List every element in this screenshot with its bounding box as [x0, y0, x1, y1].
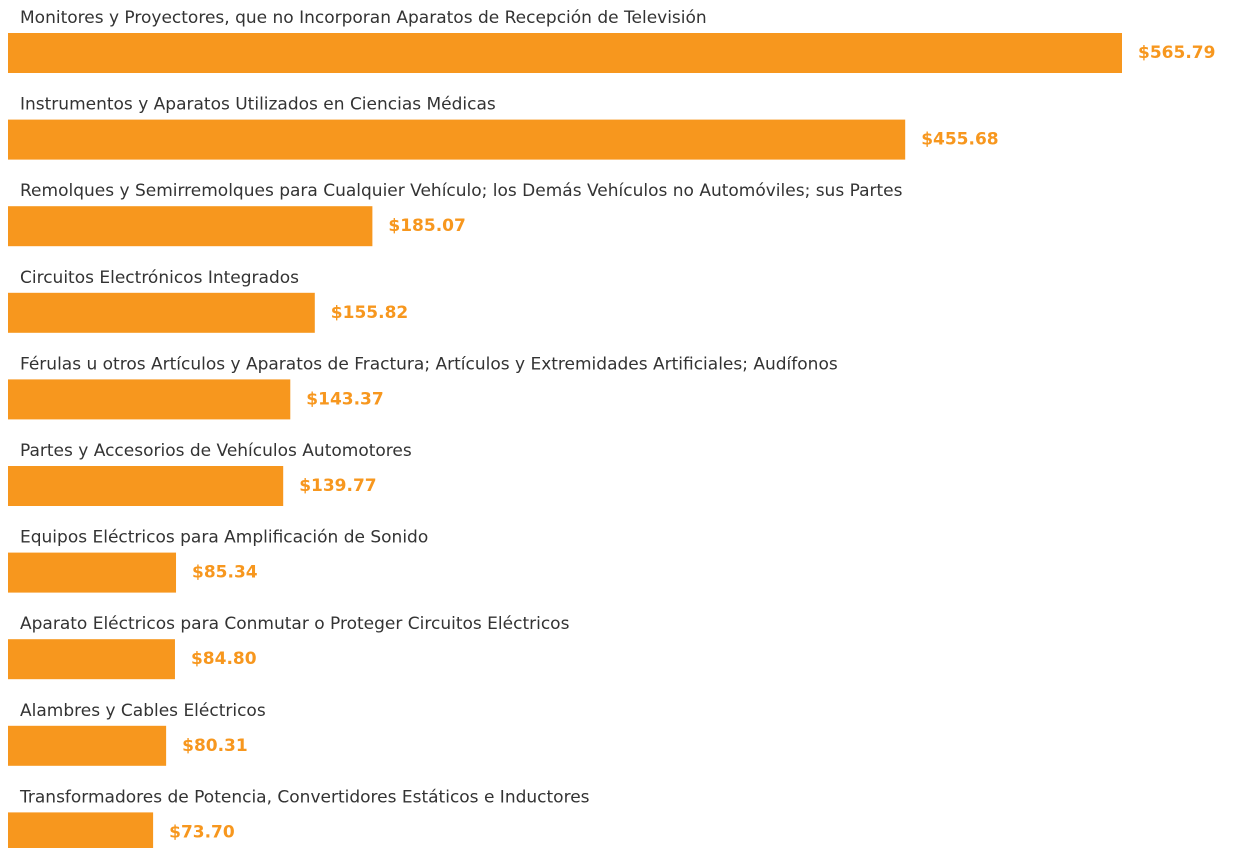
category-label: Aparato Eléctricos para Conmutar o Prote…: [20, 614, 570, 634]
value-label: $73.70: [169, 822, 235, 842]
category-label: Alambres y Cables Eléctricos: [20, 701, 266, 721]
category-label: Remolques y Semirremolques para Cualquie…: [20, 181, 903, 201]
value-label: $80.31: [182, 736, 248, 756]
value-label: $565.79: [1138, 43, 1215, 63]
category-label: Transformadores de Potencia, Convertidor…: [19, 787, 590, 807]
bar: [8, 725, 167, 766]
category-label: Equipos Eléctricos para Amplificación de…: [20, 528, 428, 548]
bar: [8, 552, 177, 593]
bar: [8, 639, 175, 680]
value-label: $185.07: [388, 216, 465, 236]
value-label: $84.80: [191, 649, 257, 669]
category-label: Férulas u otros Artículos y Aparatos de …: [20, 354, 838, 374]
bar: [8, 119, 906, 160]
category-label: Instrumentos y Aparatos Utilizados en Ci…: [20, 95, 496, 115]
value-label: $143.37: [306, 389, 383, 409]
value-label: $455.68: [921, 130, 998, 150]
category-label: Monitores y Proyectores, que no Incorpor…: [20, 8, 707, 28]
value-label: $155.82: [331, 303, 408, 323]
bar: [8, 33, 1122, 73]
category-label: Circuitos Electrónicos Integrados: [20, 268, 299, 288]
bar: [8, 466, 284, 506]
value-label: $139.77: [299, 476, 376, 496]
category-label: Partes y Accesorios de Vehículos Automot…: [20, 441, 412, 461]
value-label: $85.34: [192, 563, 258, 583]
bar: [8, 812, 154, 848]
bar: [8, 292, 315, 333]
bar: [8, 206, 373, 247]
bar: [8, 379, 291, 420]
